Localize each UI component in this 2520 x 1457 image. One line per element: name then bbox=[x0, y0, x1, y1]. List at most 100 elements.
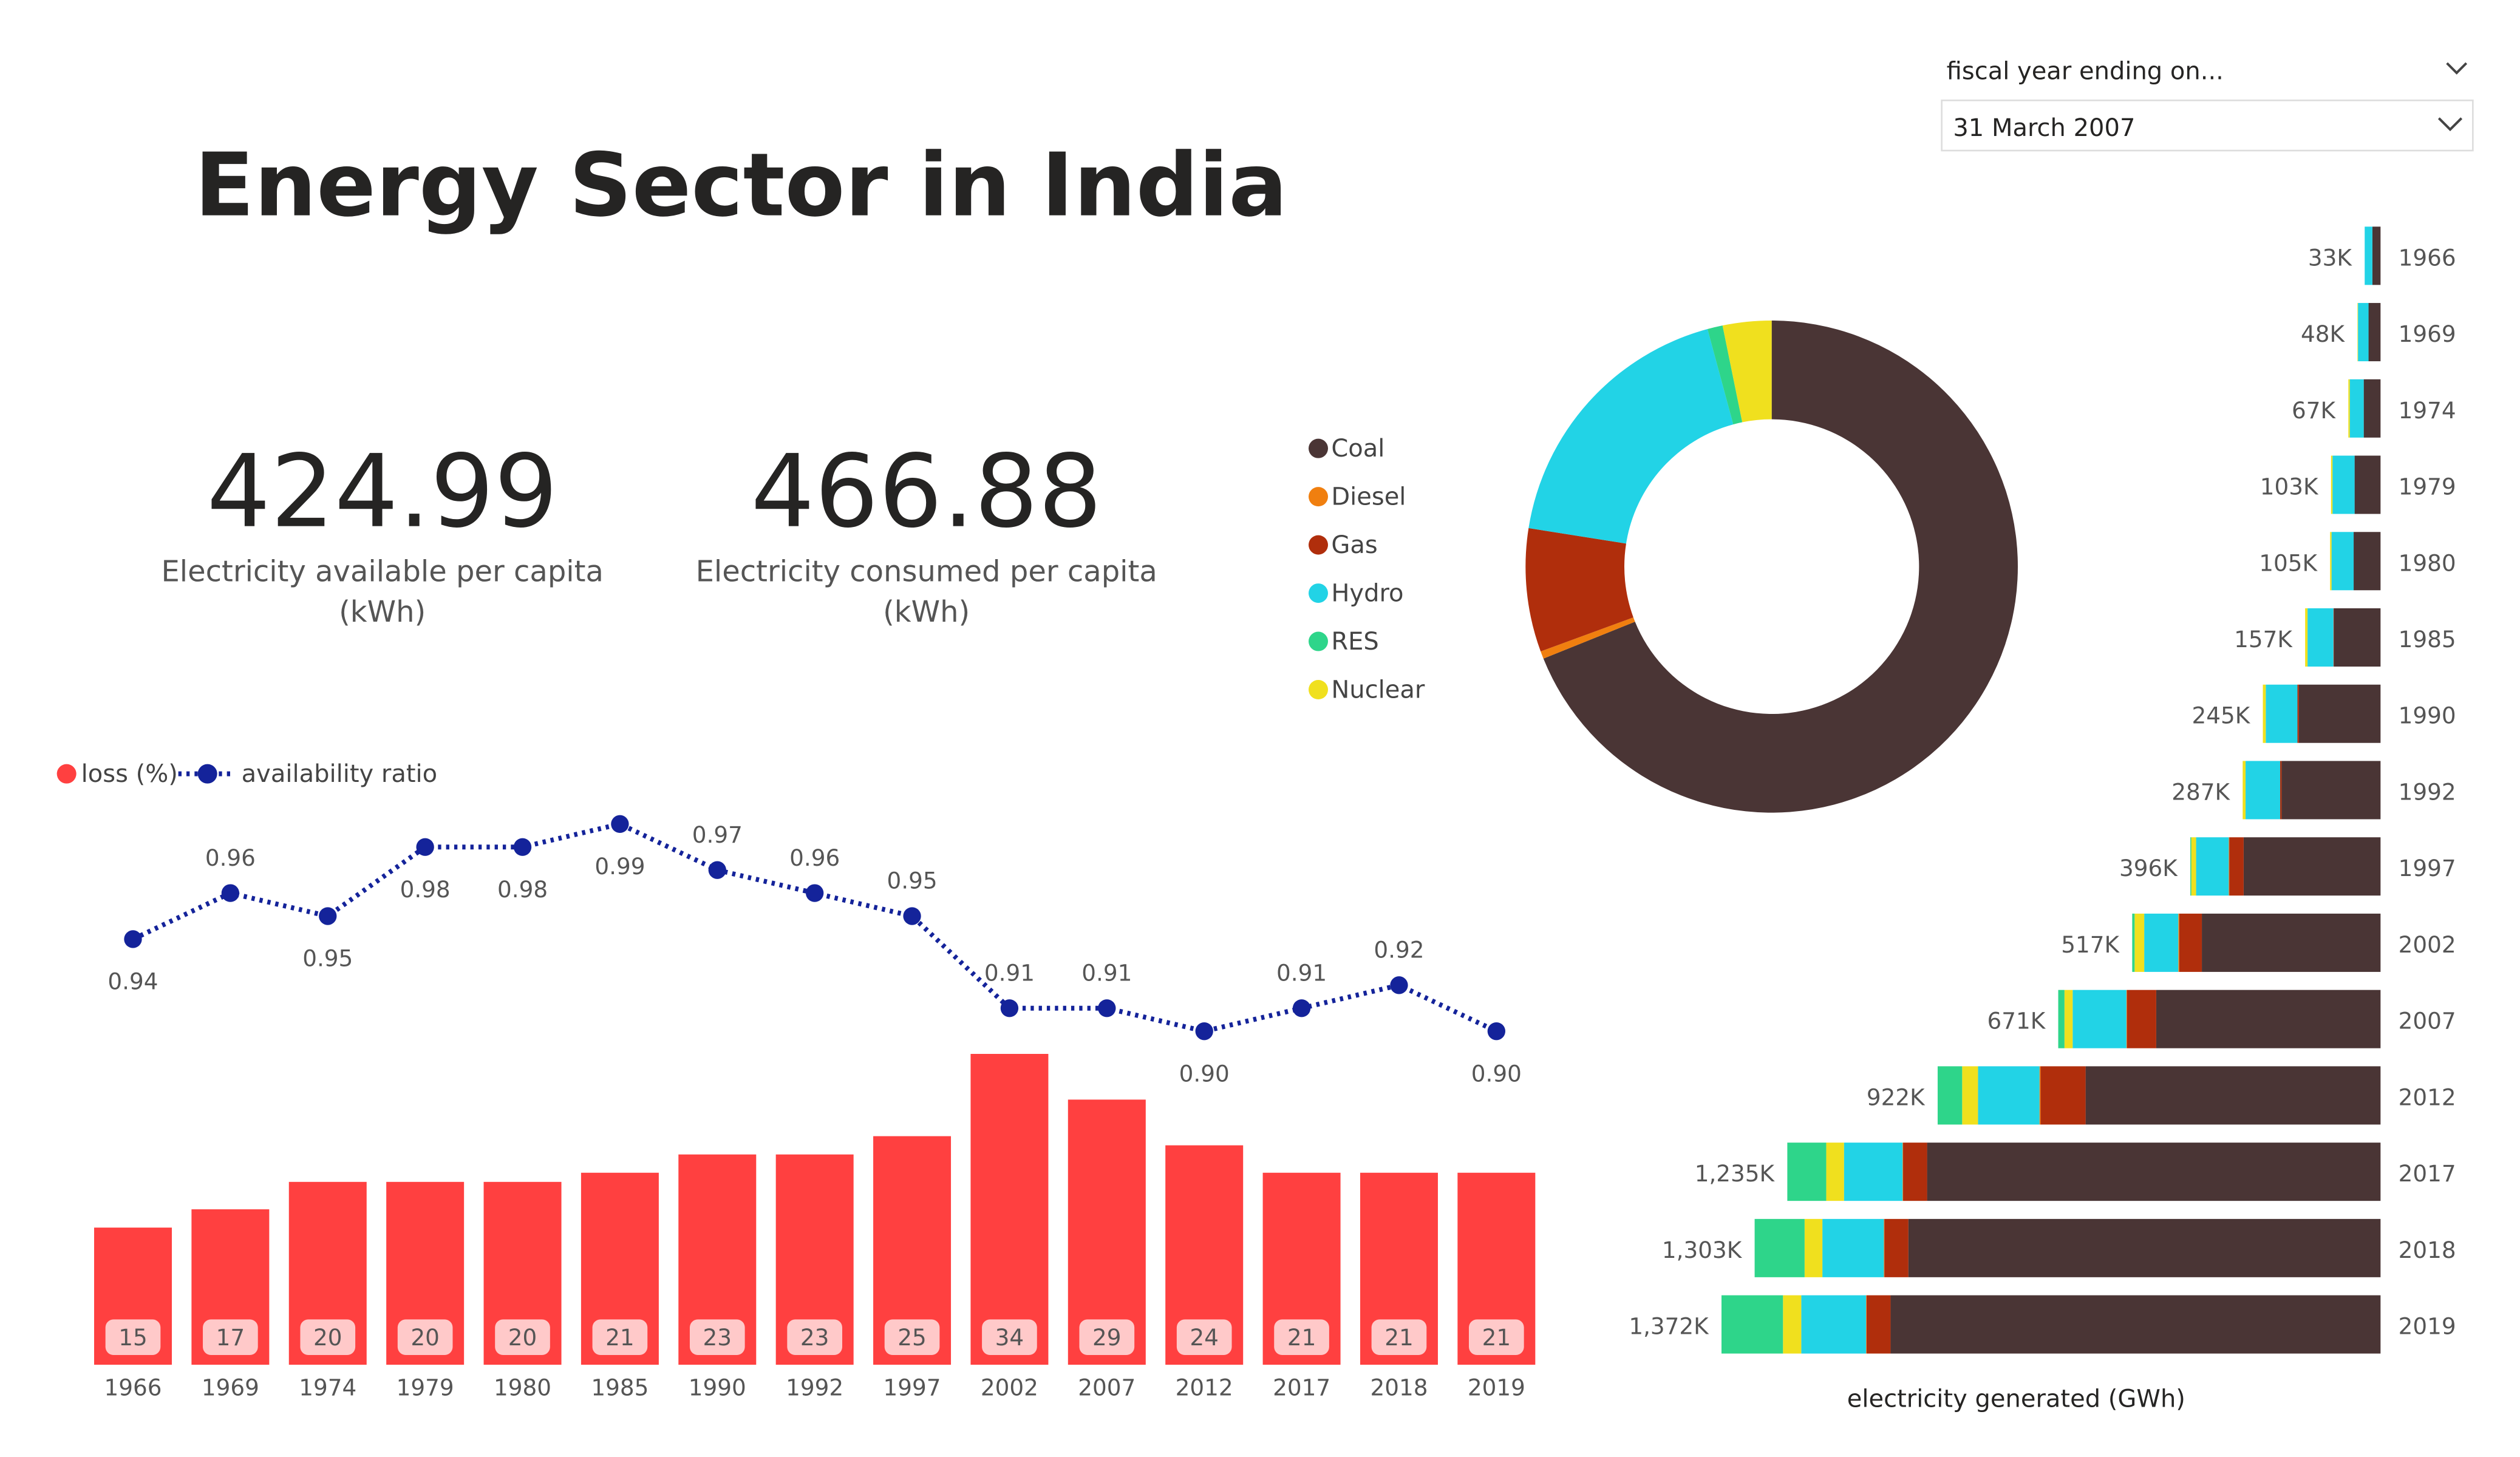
point bbox=[903, 907, 921, 925]
legend-swatch bbox=[1309, 680, 1328, 699]
chevron[interactable] bbox=[2446, 62, 2468, 75]
legend-label: Hydro bbox=[1331, 579, 1403, 607]
data-label: 0.96 bbox=[205, 844, 256, 871]
point bbox=[1000, 999, 1019, 1017]
point bbox=[1390, 976, 1408, 994]
bar-segment bbox=[1754, 1218, 1805, 1277]
donut-slice bbox=[1707, 325, 1743, 425]
total-label: 157K bbox=[2234, 626, 2293, 653]
bar-segment bbox=[2330, 532, 2332, 591]
total-label: 396K bbox=[2119, 855, 2178, 881]
point bbox=[1195, 1022, 1213, 1041]
legend-swatch bbox=[1309, 583, 1328, 603]
data-label: 34 bbox=[995, 1324, 1024, 1351]
bar-segment bbox=[2372, 226, 2381, 285]
data-label: 0.99 bbox=[594, 853, 645, 880]
data-label-bg bbox=[787, 1319, 842, 1355]
total-label: 922K bbox=[1867, 1084, 1926, 1110]
data-label-bg bbox=[1079, 1319, 1135, 1355]
bar-segment bbox=[2263, 684, 2266, 743]
x-tick-label: 1985 bbox=[591, 1374, 649, 1401]
bar-segment bbox=[2144, 913, 2179, 972]
bar-segment bbox=[2280, 761, 2282, 820]
bar-segment bbox=[2196, 837, 2229, 896]
slicer[interactable]: fiscal year ending on... 31 March 2007 bbox=[1941, 58, 2474, 152]
bar-segment bbox=[2266, 684, 2298, 743]
bar-segment bbox=[2229, 837, 2244, 896]
data-label: 23 bbox=[703, 1324, 732, 1351]
bar-segment bbox=[1890, 1295, 2381, 1354]
bar-segment bbox=[2334, 608, 2381, 667]
data-label-bg bbox=[884, 1319, 940, 1355]
total-label: 287K bbox=[2171, 778, 2230, 805]
donut-slice bbox=[1722, 321, 1772, 423]
data-label: 24 bbox=[1190, 1324, 1219, 1351]
bar-segment bbox=[2332, 455, 2355, 514]
bar-segment bbox=[2298, 684, 2381, 743]
bar-segment bbox=[1884, 1218, 1909, 1277]
total-label: 33K bbox=[2308, 244, 2352, 271]
bar-segment bbox=[2281, 761, 2381, 820]
total-label: 48K bbox=[2301, 321, 2345, 347]
kpi-label: Electricity consumed per capita bbox=[696, 554, 1157, 588]
point bbox=[806, 884, 824, 902]
bar-segment bbox=[1927, 1143, 2381, 1201]
x-tick-label: 1980 bbox=[494, 1374, 551, 1401]
legend-swatch bbox=[56, 764, 77, 784]
chevron[interactable] bbox=[2437, 117, 2463, 132]
bar-segment bbox=[1866, 1295, 1867, 1354]
data-label-bg bbox=[592, 1319, 648, 1355]
bar-segment bbox=[2305, 608, 2308, 667]
kpi-value: 466.88 bbox=[751, 433, 1102, 550]
total-label: 517K bbox=[2061, 931, 2120, 958]
bar-segment bbox=[2039, 1066, 2041, 1125]
donut-slice bbox=[1543, 321, 2018, 813]
bar-segment bbox=[1844, 1143, 1903, 1201]
bar-segment bbox=[2246, 761, 2281, 820]
bar bbox=[970, 1054, 1049, 1365]
data-label-bg bbox=[397, 1319, 453, 1355]
x-tick-label: 1966 bbox=[104, 1374, 162, 1401]
legend-label: Diesel bbox=[1331, 483, 1406, 511]
bar-segment bbox=[1962, 1066, 1978, 1125]
total-label: 1,235K bbox=[1695, 1160, 1776, 1187]
bar-segment bbox=[2349, 379, 2364, 438]
data-label-bg bbox=[1371, 1319, 1427, 1355]
point bbox=[611, 815, 629, 833]
y-tick-label: 2017 bbox=[2399, 1160, 2456, 1187]
data-label-bg bbox=[982, 1319, 1037, 1355]
bar-segment bbox=[1721, 1295, 1783, 1354]
data-label: 0.94 bbox=[107, 968, 158, 995]
bar-segment bbox=[2331, 455, 2333, 514]
donut-slice bbox=[1528, 329, 1734, 544]
x-tick-label: 2012 bbox=[1176, 1374, 1233, 1401]
bar-segment bbox=[2354, 532, 2381, 591]
bar-segment bbox=[2365, 226, 2372, 285]
y-tick-label: 1969 bbox=[2399, 321, 2456, 347]
point bbox=[416, 838, 434, 856]
data-label-bg bbox=[495, 1319, 550, 1355]
data-label: 0.90 bbox=[1179, 1060, 1230, 1087]
data-label-bg bbox=[300, 1319, 356, 1355]
data-label: 0.98 bbox=[497, 876, 548, 903]
point bbox=[221, 884, 240, 902]
data-label: 21 bbox=[1287, 1324, 1316, 1351]
total-label: 105K bbox=[2259, 549, 2318, 576]
slicer-box[interactable] bbox=[1941, 100, 2474, 152]
bar-segment bbox=[2178, 913, 2179, 972]
x-tick-label: 2019 bbox=[1468, 1374, 1525, 1401]
data-label-bg bbox=[689, 1319, 745, 1355]
axis-title: electricity generated (GWh) bbox=[1847, 1385, 2185, 1413]
kpi-label: (kWh) bbox=[339, 595, 426, 629]
x-tick-label: 1997 bbox=[884, 1374, 941, 1401]
y-tick-label: 1990 bbox=[2399, 702, 2456, 729]
bar-segment bbox=[2363, 379, 2381, 438]
bar-segment bbox=[2358, 303, 2369, 362]
bar-segment bbox=[2297, 684, 2299, 743]
data-label: 17 bbox=[216, 1324, 245, 1351]
total-label: 245K bbox=[2191, 702, 2250, 729]
data-label: 15 bbox=[118, 1324, 148, 1351]
point bbox=[1487, 1022, 1505, 1041]
y-tick-label: 1985 bbox=[2399, 626, 2456, 653]
data-label: 21 bbox=[1482, 1324, 1511, 1351]
